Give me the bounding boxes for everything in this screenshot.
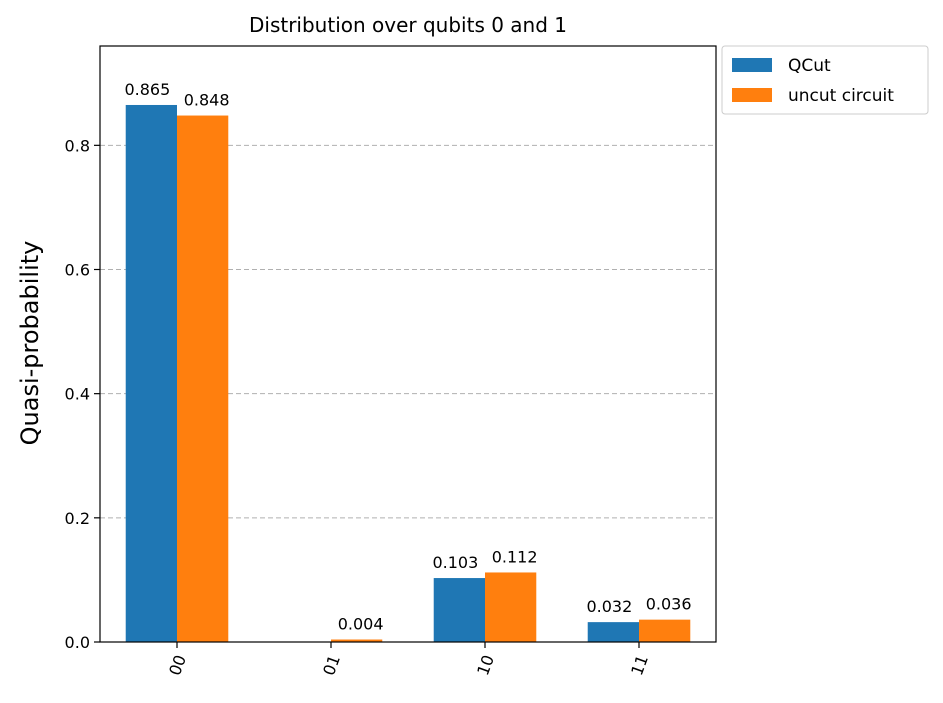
chart-title: Distribution over qubits 0 and 1 (249, 13, 567, 37)
bar-uncut-circuit-10 (485, 572, 537, 642)
y-tick-label: 0.8 (65, 136, 90, 155)
bar-value-label: 0.004 (338, 615, 384, 634)
bar-value-label: 0.036 (646, 595, 692, 614)
legend-label-uncut: uncut circuit (788, 86, 894, 106)
bar-labels: 0.865 0.848 0.004 0.103 0.112 0.032 0.036 (124, 80, 691, 634)
bar-value-label: 0.848 (184, 91, 230, 110)
bar-qcut-00 (125, 104, 177, 642)
y-tick-label: 0.4 (65, 385, 90, 404)
y-tick-label: 0.0 (65, 633, 90, 652)
bar-uncut-circuit-11 (639, 619, 691, 642)
bar-qcut-10 (433, 578, 485, 642)
plot-frame (99, 45, 717, 643)
legend: QCut uncut circuit (721, 45, 929, 115)
bars (125, 104, 691, 643)
y-axis-label: Quasi-probability (16, 241, 44, 446)
gridlines (100, 144, 716, 519)
bar-qcut-11 (587, 622, 639, 642)
y-tick-label: 0.6 (65, 261, 90, 280)
bar-value-label: 0.103 (432, 553, 478, 572)
bar-value-label: 0.865 (124, 80, 170, 99)
legend-swatch-uncut (732, 88, 772, 102)
legend-box (721, 45, 929, 115)
bar-value-label: 0.032 (586, 597, 632, 616)
bar-uncut-circuit-01 (331, 639, 383, 642)
bar-value-label: 0.112 (492, 547, 538, 566)
legend-swatch-qcut (732, 58, 772, 72)
bar-uncut-circuit-00 (177, 115, 229, 643)
y-tick-label: 0.2 (65, 509, 90, 528)
y-axis-ticks: 0.0 0.2 0.4 0.6 0.8 (65, 136, 100, 652)
legend-label-qcut: QCut (788, 56, 831, 76)
